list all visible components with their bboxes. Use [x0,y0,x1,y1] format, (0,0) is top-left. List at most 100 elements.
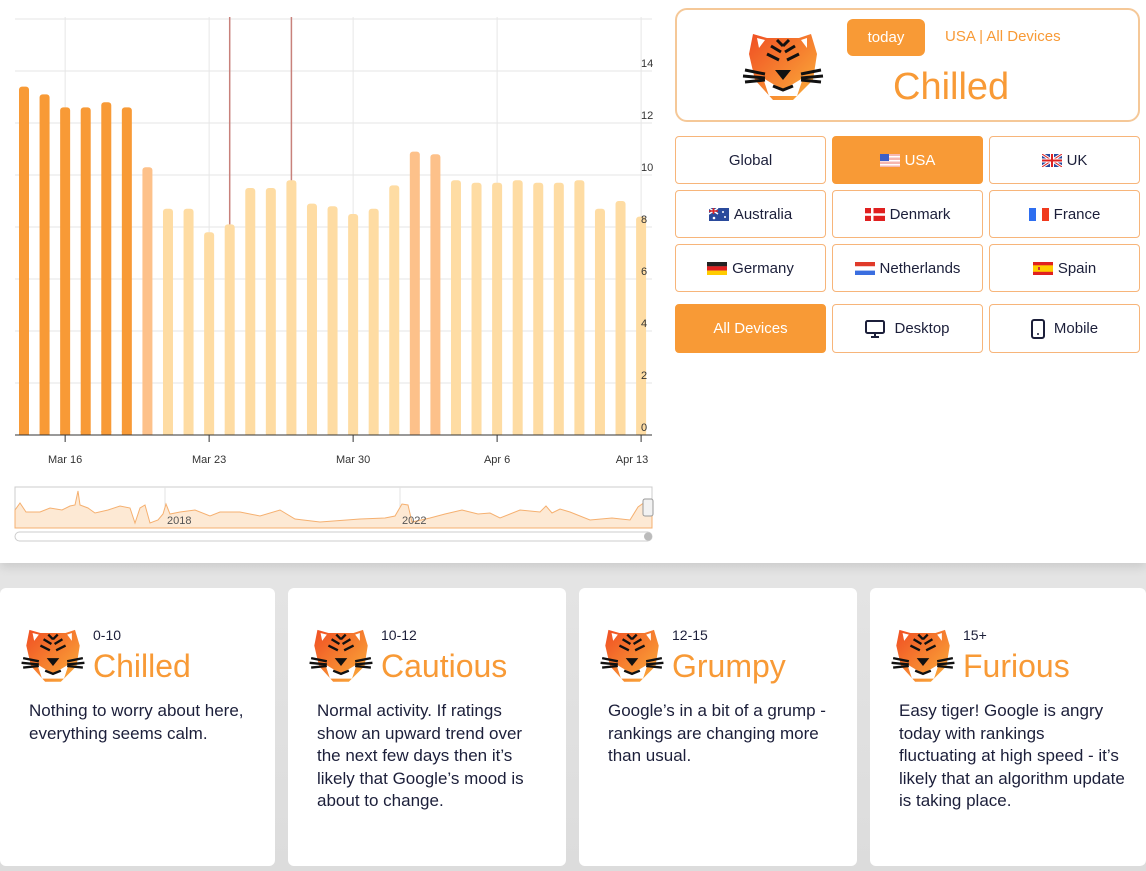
mood-name: Chilled [893,66,1010,108]
y-tick-label: 0 [641,422,647,434]
device-desktop-button[interactable]: Desktop [832,304,983,353]
region-usa-button[interactable]: USA [832,136,983,184]
mood-description: Normal activity. If ratings show an upwa… [317,701,524,810]
device-mobile-button[interactable]: Mobile [989,304,1140,353]
bar-mar-31[interactable] [368,208,379,435]
region-label: Global [728,151,773,169]
bar-apr-8[interactable] [533,182,544,435]
x-tick-label: Mar 16 [48,454,82,466]
navigator-handle[interactable] [642,498,654,517]
x-tick-label: Mar 23 [192,454,226,466]
device-all-devices-button[interactable]: All Devices [675,304,826,353]
x-tick-label: Mar 30 [336,454,370,466]
region-label: Spain [1057,259,1097,277]
au-flag-icon [708,206,729,221]
bar-apr-6[interactable] [492,182,503,435]
bar-mar-24[interactable] [224,224,235,435]
bar-apr-9[interactable] [553,182,564,435]
bar-apr-5[interactable] [471,182,482,435]
de-flag-icon [707,261,728,275]
mood-range: 12-15 [672,627,708,643]
navigator-label-2018: 2018 [167,515,191,527]
current-mood-card: today USA | All Devices Chilled [675,8,1140,122]
mood-chart: 0 2 4 6 8 10 12 14 Mar 16 Mar 23 Mar 30 Apr 6 Apr 13… [14,17,654,542]
today-badge[interactable]: today [847,19,925,56]
tiger-grumpy-icon [599,626,665,684]
region-netherlands-button[interactable]: Netherlands [832,244,983,292]
region-label: Australia [733,205,793,223]
region-france-button[interactable]: France [989,190,1140,238]
bar-mar-19[interactable] [121,107,132,436]
bar-apr-7[interactable] [512,180,523,435]
bar-apr-10[interactable] [574,180,585,435]
bar-mar-26[interactable] [265,188,276,435]
y-tick-label: 8 [641,214,647,226]
mood-description: Google’s in a bit of a grump - rankings … [608,701,826,765]
mood-scope: USA | All Devices [945,28,1061,45]
bar-apr-12[interactable] [615,201,626,435]
mood-panel: 0 2 4 6 8 10 12 14 Mar 16 Mar 23 Mar 30 Apr 6 Apr 13… [14,8,1140,542]
mood-range: 0-10 [93,627,122,643]
device-label: All Devices [713,320,788,337]
region-australia-button[interactable]: Australia [675,190,826,238]
fr-flag-icon [1028,207,1049,221]
bar-apr-11[interactable] [594,208,605,435]
y-tick-label: 10 [641,162,653,174]
bar-mar-17[interactable] [80,107,91,436]
region-global-button[interactable]: Global [675,136,826,184]
bar-mar-25[interactable] [245,188,256,435]
region-label: Denmark [889,205,951,223]
bar-mar-20[interactable] [142,167,153,435]
mood-description: Easy tiger! Google is angry today with r… [899,701,1125,810]
bar-mar-14[interactable] [19,86,29,435]
es-flag-icon [1032,261,1053,275]
tiger-furious-icon [890,626,956,684]
y-tick-label: 6 [641,266,647,278]
dk-flag-icon [864,207,885,221]
region-denmark-button[interactable]: Denmark [832,190,983,238]
region-label: UK [1066,151,1088,169]
mood-legend-name: Furious [963,648,1070,684]
mood-legend-card-chilled: 0-10 Chilled Nothing to worry about here, … [0,588,275,866]
region-label: France [1053,205,1101,223]
navigator[interactable]: 2018 2022 [14,486,654,542]
device-label: Desktop [894,320,950,337]
bar-apr-4[interactable] [450,180,461,435]
bar-mar-23[interactable] [204,232,215,435]
mood-legend-name: Cautious [381,648,508,684]
bar-apr-13[interactable] [636,216,647,435]
bar-mar-15[interactable] [39,94,50,436]
bar-mar-18[interactable] [101,102,112,435]
region-label: Germany [732,259,794,277]
mood-legend-card-cautious: 10-12 Cautious Normal activity. If ratings… [288,588,566,866]
mood-range: 15+ [963,627,987,643]
tiger-chilled-icon [20,626,86,684]
bar-apr-1[interactable] [389,185,400,435]
region-germany-button[interactable]: Germany [675,244,826,292]
mobile-icon [1030,318,1045,339]
uk-flag-icon [1040,152,1063,168]
bar-mar-27[interactable] [286,180,297,435]
bar-mar-28[interactable] [306,203,317,435]
y-tick-label: 14 [641,58,653,70]
bar-mar-21[interactable] [162,208,173,435]
region-uk-button[interactable]: UK [989,136,1140,184]
bar-mar-29[interactable] [327,206,338,435]
y-tick-label: 2 [641,370,647,382]
mood-legend-card-furious: 15+ Furious Easy tiger! Google is angry to… [870,588,1146,866]
navigator-scrollbar[interactable] [14,531,653,542]
bar-mar-16[interactable] [60,107,71,436]
navigator-series [14,490,653,529]
bar-apr-2[interactable] [409,151,420,435]
tiger-chilled-icon [741,30,825,102]
navigator-label-2022: 2022 [402,515,426,527]
x-tick-label: Apr 13 [616,454,648,466]
bar-apr-3[interactable] [430,154,441,435]
y-tick-label: 12 [641,110,653,122]
bar-mar-30[interactable] [348,214,359,435]
bar-mar-22[interactable] [183,208,194,435]
region-spain-button[interactable]: Spain [989,244,1140,292]
mood-legend-card-grumpy: 12-15 Grumpy Google’s in a bit of a grump … [579,588,857,866]
nl-flag-icon [854,261,875,275]
y-tick-label: 4 [641,318,647,330]
